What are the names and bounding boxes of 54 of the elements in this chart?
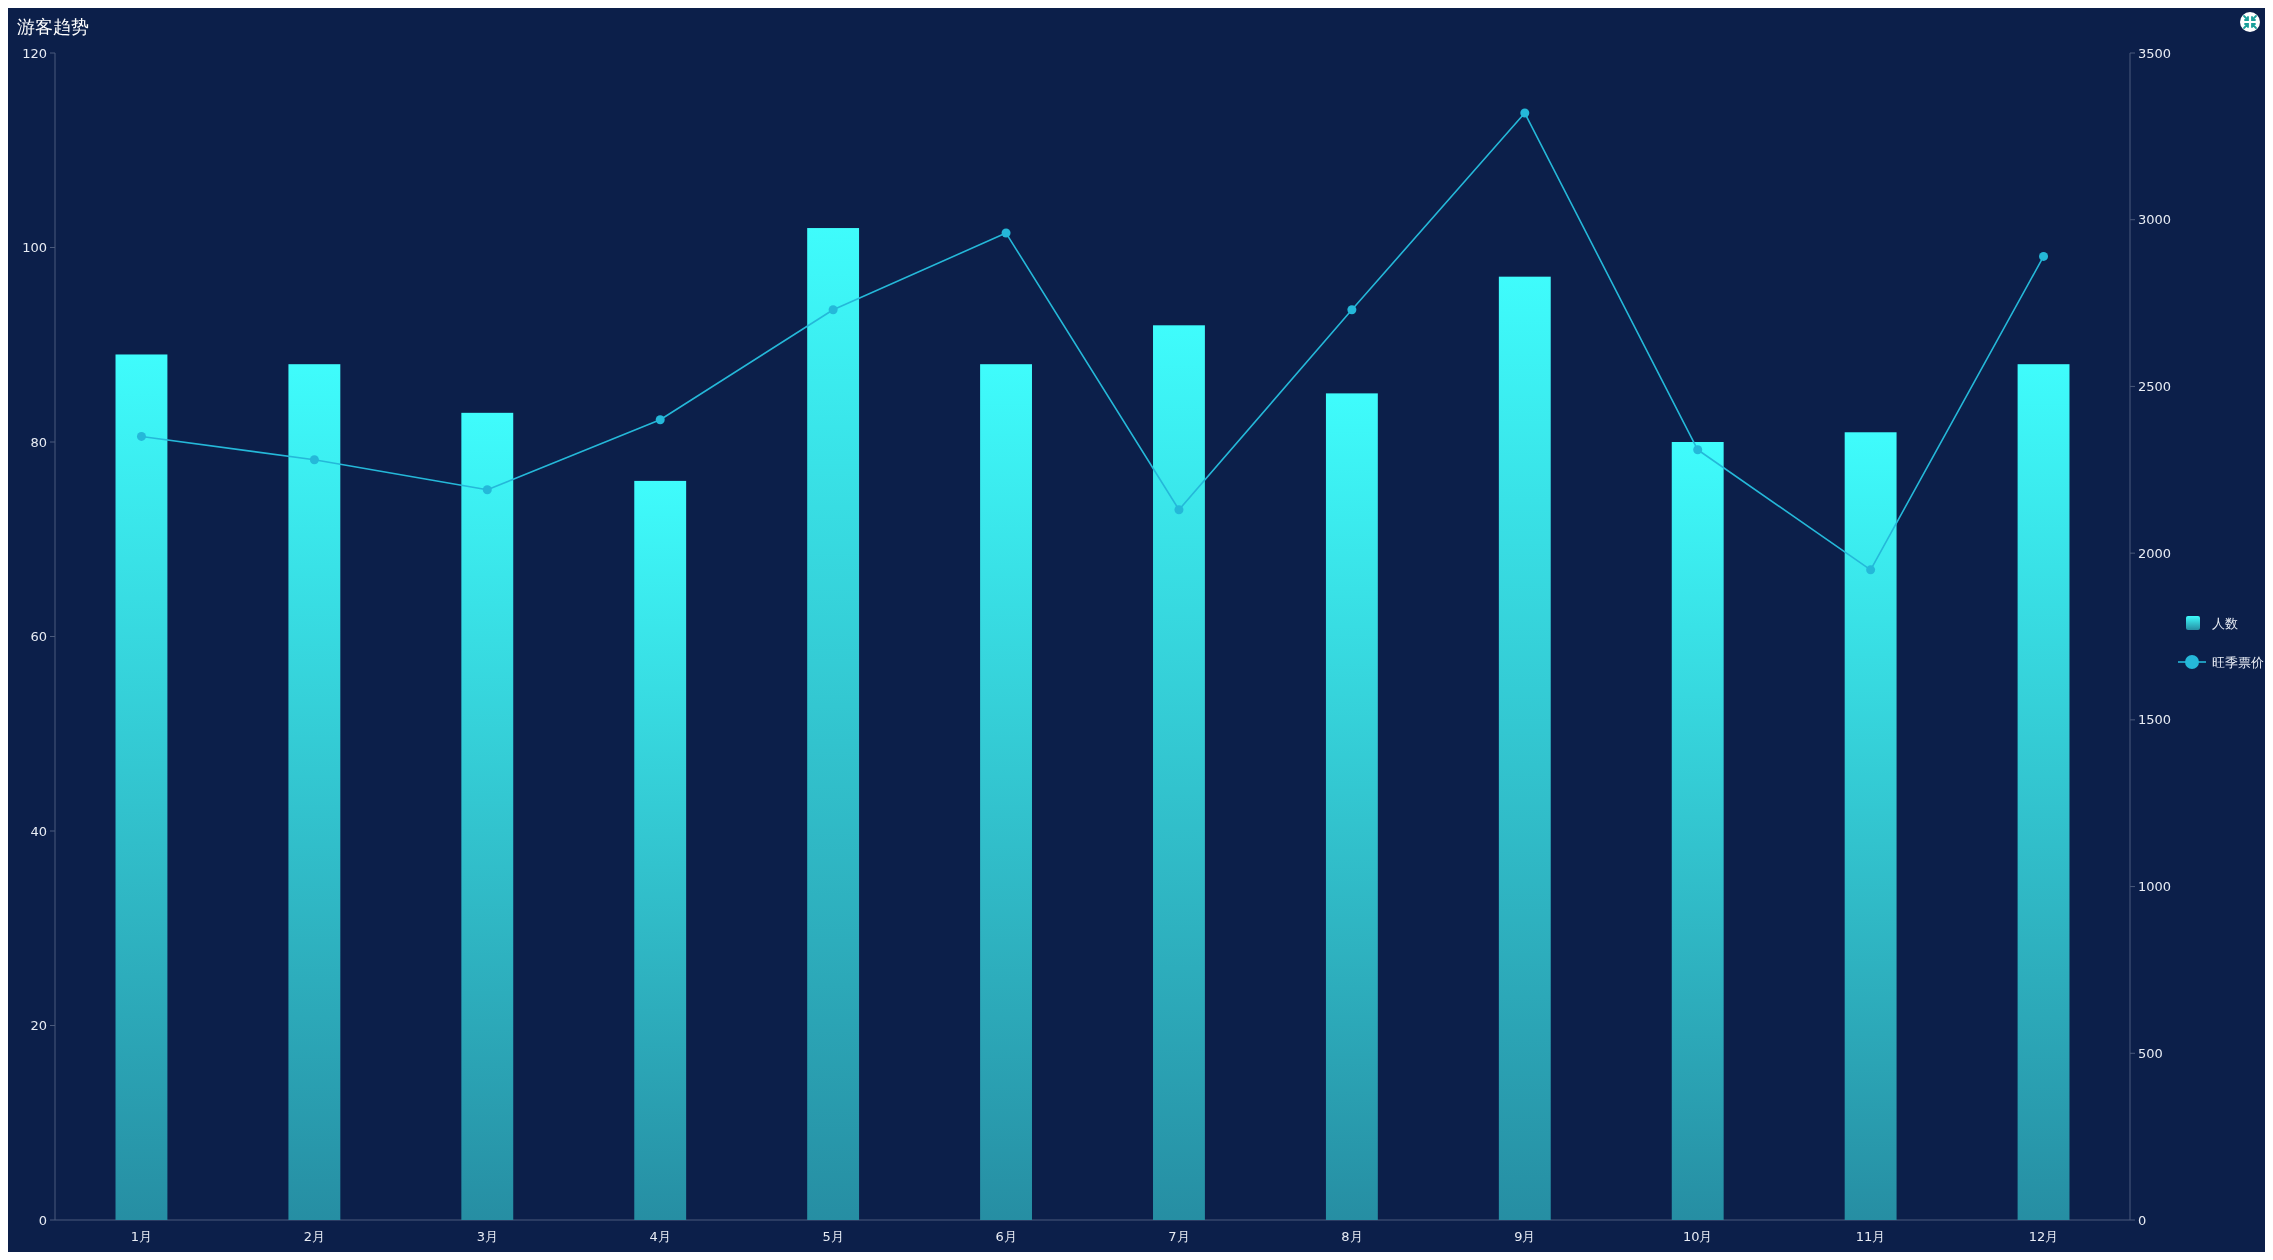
y2-tick-label: 1500 xyxy=(2138,712,2172,728)
legend-label: 旺季票价 xyxy=(2212,654,2264,670)
x-tick-label: 6月 xyxy=(995,1228,1017,1244)
point xyxy=(136,431,146,441)
y-tick-label: 20 xyxy=(30,1018,47,1034)
x-tick-label: 1月 xyxy=(130,1228,153,1244)
point xyxy=(1174,505,1184,515)
bar xyxy=(1844,432,1897,1220)
x-tick-label: 2月 xyxy=(303,1228,326,1244)
x-tick-label: 5月 xyxy=(822,1228,844,1244)
legend-label: 人数 xyxy=(2212,615,2238,631)
x-tick-label: 11月 xyxy=(1855,1228,1886,1244)
point xyxy=(1520,108,1530,118)
bar xyxy=(288,364,341,1220)
point xyxy=(828,305,838,315)
x-tick-label: 4月 xyxy=(649,1228,671,1244)
x-tick-label: 3月 xyxy=(476,1228,498,1244)
bar xyxy=(461,412,514,1220)
y-tick-label: 60 xyxy=(30,629,47,645)
y-tick-label: 80 xyxy=(30,434,47,450)
y-tick-label: 120 xyxy=(22,45,47,61)
bar xyxy=(1671,442,1724,1220)
bar xyxy=(634,480,687,1220)
y2-tick-label: 3000 xyxy=(2138,212,2172,228)
x-tick-label: 7月 xyxy=(1168,1228,1190,1244)
bar xyxy=(1153,325,1205,1220)
point xyxy=(655,415,665,425)
y2-tick-label: 0 xyxy=(2138,1212,2147,1228)
bar xyxy=(115,354,168,1220)
y2-tick-label: 2000 xyxy=(2138,545,2172,561)
y2-tick-label: 1000 xyxy=(2138,879,2172,895)
y2-tick-label: 500 xyxy=(2138,1045,2163,1061)
x-tick-label: 8月 xyxy=(1341,1228,1363,1244)
bar xyxy=(2017,364,2070,1220)
bar xyxy=(1498,276,1551,1220)
y-tick-label: 100 xyxy=(22,240,47,256)
y-tick-label: 40 xyxy=(30,823,47,839)
point xyxy=(482,485,492,495)
point xyxy=(1693,445,1703,455)
y2-tick-label: 3500 xyxy=(2138,45,2172,61)
point xyxy=(1001,228,1011,238)
y2-tick-label: 2500 xyxy=(2138,378,2172,394)
x-tick-label: 10月 xyxy=(1682,1228,1713,1244)
y-tick-label: 0 xyxy=(38,1212,47,1228)
x-tick-label: 12月 xyxy=(2028,1228,2059,1244)
bar xyxy=(980,364,1032,1220)
bar xyxy=(1325,393,1378,1220)
point xyxy=(309,455,319,465)
point xyxy=(1866,565,1876,575)
x-tick-label: 9月 xyxy=(1514,1228,1536,1244)
chart-title: 游客趋势 xyxy=(17,16,89,37)
point xyxy=(1347,305,1357,315)
bar xyxy=(807,228,860,1220)
point xyxy=(2039,251,2049,261)
